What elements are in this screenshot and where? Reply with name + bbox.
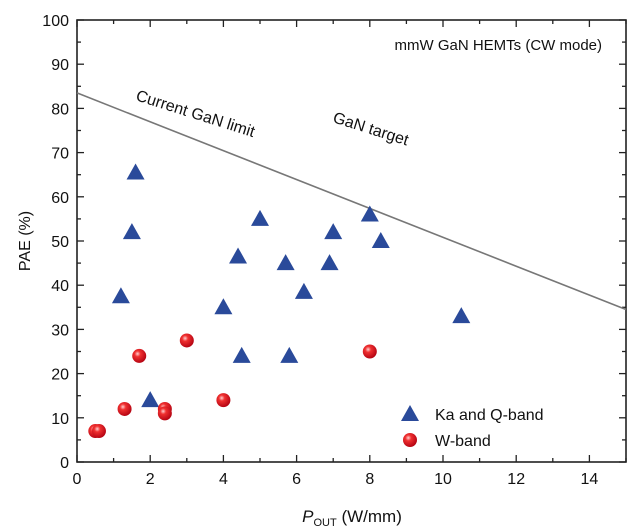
x-tick-label: 6 (292, 471, 301, 488)
ka-q-band-point (122, 223, 141, 240)
ka-q-band-point (232, 346, 251, 363)
y-tick-label: 0 (60, 455, 69, 472)
w-band-point (117, 401, 132, 416)
y-axis-label: PAE (%) (17, 211, 34, 271)
x-tick-label: 4 (219, 471, 228, 488)
y-tick-label: 90 (51, 57, 69, 74)
ka-q-band-point (324, 223, 343, 240)
legend-triangle-icon (401, 405, 419, 421)
target-label: GaN target (331, 110, 411, 150)
legend: Ka and Q-band W-band (401, 405, 544, 450)
y-tick-label: 50 (51, 234, 69, 251)
gan-limit-line (76, 92, 627, 311)
ka-q-band-point (452, 307, 471, 324)
ka-q-band-point (141, 391, 160, 408)
w-band-point (91, 424, 106, 439)
y-tick-label: 10 (51, 411, 69, 428)
ka-q-band-point (371, 232, 390, 248)
x-tick-label: 2 (146, 471, 155, 488)
limit-label: Current GaN limit (134, 88, 257, 142)
y-tick-label: 20 (51, 367, 69, 384)
w-band-point (216, 393, 231, 408)
y-tick-label: 60 (51, 190, 69, 207)
x-tick-label: 8 (365, 471, 374, 488)
ka-q-band-point (251, 209, 269, 226)
ka-q-band-point (276, 254, 295, 271)
w-band-point (157, 406, 172, 421)
axes: 0 2 4 6 8 10 12 14 0 10 20 30 40 50 60 70 80 90 100 (42, 13, 627, 488)
w-band-point (179, 333, 194, 348)
y-tick-label: 40 (51, 278, 69, 295)
legend-label-w: W-band (435, 433, 491, 450)
ka-q-band-point (280, 346, 299, 363)
x-tick-label: 0 (73, 471, 82, 488)
x-tick-label: 10 (434, 471, 452, 488)
ka-q-band-point (126, 163, 145, 180)
x-axis-label: POUT (W/mm) (302, 507, 402, 529)
data-marks (88, 163, 471, 439)
w-band-point (362, 344, 377, 359)
y-tick-label: 100 (42, 13, 69, 30)
chart-title: mmW GaN HEMTs (CW mode) (395, 37, 603, 54)
y-tick-label: 70 (51, 146, 69, 163)
plot-frame (76, 19, 627, 463)
ka-q-band-point (294, 282, 313, 299)
ka-q-band-point (214, 298, 233, 315)
y-tick-label: 30 (51, 322, 69, 339)
legend-circle-icon (403, 433, 417, 447)
w-band-point (132, 348, 147, 363)
x-tick-label: 12 (507, 471, 525, 488)
legend-label-ka-q: Ka and Q-band (435, 407, 544, 424)
ka-q-band-point (229, 247, 248, 264)
ka-q-band-point (360, 205, 379, 222)
ka-q-band-point (111, 287, 130, 304)
ka-q-band-point (320, 254, 339, 271)
x-tick-label: 14 (581, 471, 599, 488)
y-tick-label: 80 (51, 101, 69, 118)
